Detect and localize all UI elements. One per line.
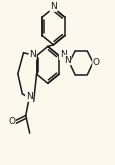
Text: N: N [26,92,32,101]
Text: N: N [50,2,56,11]
Text: N: N [59,50,66,59]
Text: N: N [63,56,70,65]
Text: O: O [92,58,99,67]
Text: O: O [8,117,15,126]
Text: N: N [29,50,36,59]
